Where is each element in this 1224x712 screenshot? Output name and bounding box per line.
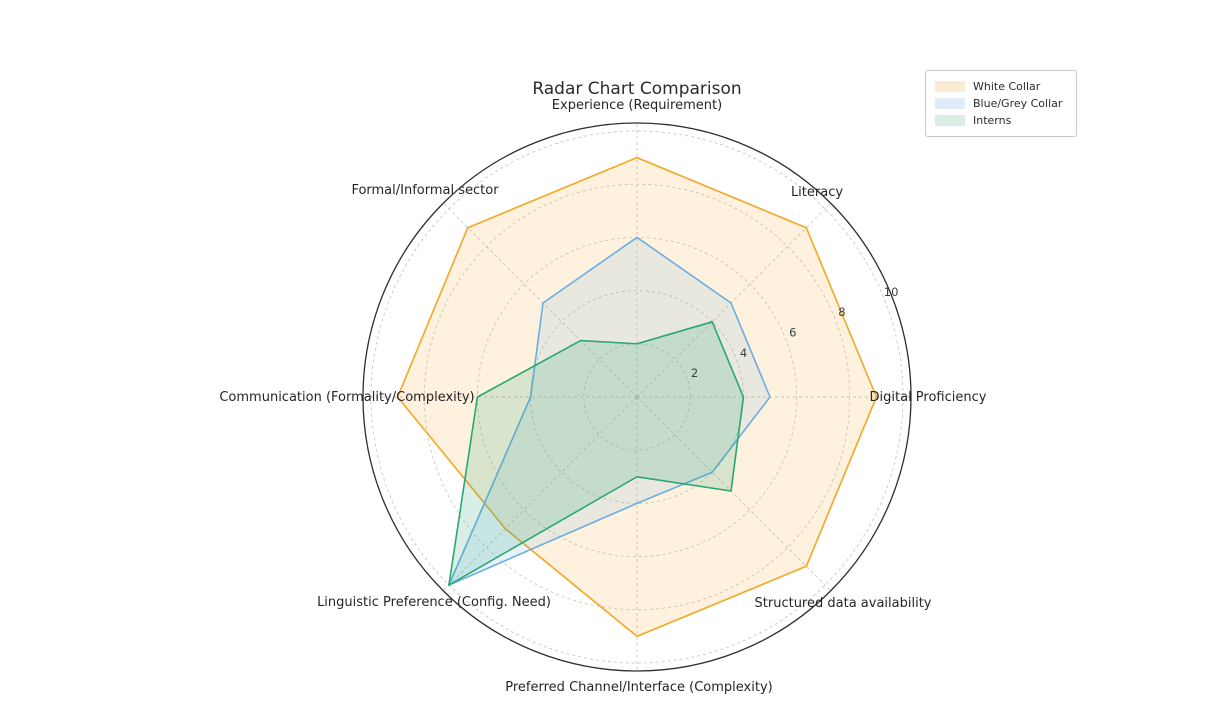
category-label-preferred-channel-interface-complexity: Preferred Channel/Interface (Complexity) (505, 680, 772, 695)
legend: White Collar Blue/Grey Collar Interns (925, 70, 1077, 137)
legend-item-interns: Interns (935, 112, 1067, 129)
legend-label: Blue/Grey Collar (973, 97, 1063, 110)
series-white-collar (396, 156, 878, 638)
outer-ring (362, 122, 912, 672)
legend-label: White Collar (973, 80, 1041, 93)
interns-swatch-icon (935, 115, 965, 126)
radial-tick-label: 8 (838, 305, 845, 319)
white-collar-swatch-icon (935, 81, 965, 92)
category-label-linguistic-preference-config-need: Linguistic Preference (Config. Need) (317, 595, 551, 610)
category-label-communication-formality-complexity: Communication (Formality/Complexity) (219, 390, 474, 405)
radial-tick-label: 2 (691, 366, 698, 380)
category-label-formal-informal-sector: Formal/Informal sector (351, 183, 499, 198)
axis-spoke (442, 396, 638, 592)
category-label-structured-data-availability: Structured data availability (755, 596, 932, 611)
axis-spoke (442, 202, 638, 398)
category-label-experience-requirement: Experience (Requirement) (552, 98, 722, 113)
chart-title: Radar Chart Comparison (532, 79, 742, 99)
category-label-literacy: Literacy (791, 185, 843, 200)
legend-label: Interns (973, 114, 1012, 127)
category-label-digital-proficiency: Digital Proficiency (870, 390, 987, 405)
legend-item-blue-grey-collar: Blue/Grey Collar (935, 95, 1067, 112)
blue-grey-collar-swatch-icon (935, 98, 965, 109)
series-blue-grey-collar (448, 236, 771, 586)
radial-tick-label: 4 (740, 346, 747, 360)
grid-circle (583, 343, 691, 451)
radial-tick-label: 6 (789, 326, 796, 340)
series-interns (448, 320, 745, 586)
radial-tick-label: 10 (884, 285, 899, 299)
axis-spoke (636, 396, 832, 592)
legend-item-white-collar: White Collar (935, 78, 1067, 95)
axis-spoke (636, 202, 832, 398)
